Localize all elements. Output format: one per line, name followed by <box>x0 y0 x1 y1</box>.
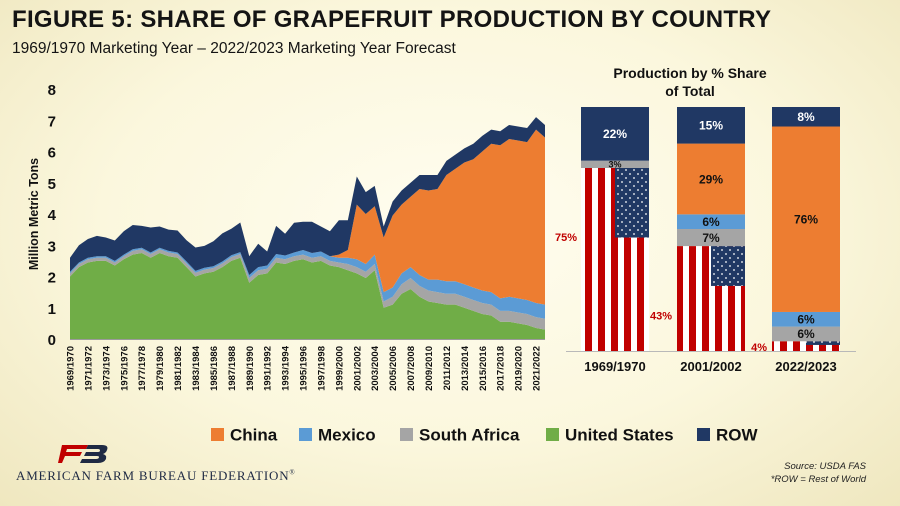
x-tick-label: 1989/1990 <box>245 346 256 391</box>
bar-data-label: 29% <box>699 172 723 186</box>
x-tick-label: 2013/2014 <box>460 345 471 391</box>
y-tick-label: 8 <box>48 82 56 99</box>
y-tick-label: 5 <box>48 176 56 193</box>
x-tick-label: 1969/1970 <box>66 346 77 391</box>
bar-segment-china <box>677 143 745 215</box>
y-axis-label: Million Metric Tons <box>27 158 41 270</box>
x-tick-label: 1977/1978 <box>137 346 148 391</box>
bar-segment-row <box>677 107 745 144</box>
legend-label-row: ROW <box>716 426 759 445</box>
x-tick-label: 1983/1984 <box>191 345 202 391</box>
x-tick-label: 2001/2002 <box>352 346 363 391</box>
y-tick-label: 1 <box>48 301 56 318</box>
x-tick-label: 2003/2004 <box>370 345 381 391</box>
legend-label-south_africa: South Africa <box>419 426 520 445</box>
area-series-us <box>70 253 545 339</box>
figure-title: FIGURE 5: SHARE OF GRAPEFRUIT PRODUCTION… <box>12 6 772 33</box>
y-tick-label: 6 <box>48 145 56 162</box>
x-tick-label: 1991/1992 <box>263 346 274 391</box>
bar-segment-row <box>581 107 649 161</box>
x-tick-label: 1993/1994 <box>281 345 292 391</box>
bar-data-label: 8% <box>797 110 815 124</box>
legend-swatch-mexico <box>299 428 312 441</box>
y-tick-label: 0 <box>48 332 56 349</box>
bar-category-label: 2022/2023 <box>775 359 836 374</box>
x-tick-label: 1975/1976 <box>119 346 130 391</box>
x-tick-label: 2005/2006 <box>388 346 399 391</box>
bar-data-label: 3% <box>608 160 621 170</box>
bar-data-label: 75% <box>555 232 577 244</box>
x-tick-label: 1997/1998 <box>316 346 327 391</box>
y-tick-label: 2 <box>48 270 56 287</box>
legend-swatch-south_africa <box>400 428 413 441</box>
bar-segment-mexico <box>772 311 840 327</box>
bar-category-label: 1969/1970 <box>584 359 645 374</box>
bar-chart: Production by % Share of Total 75% 3% 22% 196… <box>555 65 856 374</box>
legend-label-mexico: Mexico <box>318 426 376 445</box>
bar-segment-us-stripes <box>772 341 840 351</box>
x-tick-label: 1973/1974 <box>101 345 112 391</box>
legend-label-china: China <box>230 426 278 445</box>
y-tick-label: 3 <box>48 238 56 255</box>
bar-segment-us-stars <box>615 168 649 238</box>
bar-segment-south_africa <box>772 326 840 342</box>
x-tick-label: 2009/2010 <box>424 346 435 391</box>
legend-swatch-china <box>211 428 224 441</box>
y-tick-label: 4 <box>48 207 57 224</box>
area-series-china <box>70 129 545 305</box>
legend-label-us: United States <box>565 426 674 445</box>
x-tick-label: 2015/2016 <box>478 346 489 391</box>
x-tick-label: 1987/1988 <box>227 346 238 391</box>
x-tick-label: 1995/1996 <box>299 346 310 391</box>
source-text: Source: USDA FAS <box>784 461 866 472</box>
x-tick-label: 1985/1986 <box>209 346 220 391</box>
bar-segment-us-stars <box>711 246 745 286</box>
bar-data-label: 6% <box>797 313 815 327</box>
x-tick-label: 2011/2012 <box>442 346 453 390</box>
bar-data-label: 22% <box>603 127 627 141</box>
bar-data-label: 6% <box>797 327 815 341</box>
org-name: AMERICAN FARM BUREAU FEDERATION® <box>16 468 296 484</box>
bar-segment-row <box>772 107 840 127</box>
x-tick-label: 1971/1972 <box>83 346 94 391</box>
bar-data-label: 7% <box>702 231 720 245</box>
x-tick-label: 2007/2008 <box>406 346 417 391</box>
area-series-mexico <box>70 247 545 319</box>
bar-segment-mexico <box>677 214 745 229</box>
area-series-south_africa <box>70 249 545 330</box>
legend: China Mexico South Africa United States ROW <box>211 426 759 445</box>
figure-subtitle: 1969/1970 Marketing Year – 2022/2023 Mar… <box>12 40 456 57</box>
x-tick-label: 2019/2020 <box>514 346 525 391</box>
x-tick-label: 2021/2022 <box>532 346 543 391</box>
source-notes: Source: USDA FAS *ROW = Rest of World <box>771 460 866 486</box>
bar-chart-title: Production by % Share <box>613 65 766 81</box>
area-chart: 0 1 2 3 4 5 6 7 8 Million Metric Tons 1969/1970 197… <box>27 82 545 391</box>
bar-segment-south_africa <box>677 229 745 247</box>
bar-data-label: 76% <box>794 213 818 227</box>
legend-swatch-us <box>546 428 559 441</box>
bar-data-label: 4% <box>751 342 767 354</box>
legend-swatch-row <box>697 428 710 441</box>
bar-category-label: 2001/2002 <box>680 359 741 374</box>
bar-segment-china <box>772 126 840 312</box>
y-tick-label: 7 <box>48 113 56 130</box>
x-tick-label: 1981/1982 <box>173 346 184 391</box>
bar-data-label: 15% <box>699 119 723 133</box>
area-series-row <box>70 117 545 275</box>
bar-chart-title: of Total <box>665 83 715 99</box>
org-registered-mark: ® <box>289 468 296 477</box>
x-tick-label: 1999/2000 <box>334 346 345 391</box>
farm-bureau-logo-icon <box>58 445 108 463</box>
org-name-text: AMERICAN FARM BUREAU FEDERATION <box>16 468 290 483</box>
bar-segment-us-stars <box>806 341 840 345</box>
bar-data-label: 6% <box>702 215 720 229</box>
bar-data-label: 43% <box>650 311 672 323</box>
x-tick-label: 2017/2018 <box>496 346 507 391</box>
x-tick-label: 1979/1980 <box>155 346 166 391</box>
bar-segment-south_africa <box>581 160 649 168</box>
footnote-text: *ROW = Rest of World <box>770 474 866 485</box>
